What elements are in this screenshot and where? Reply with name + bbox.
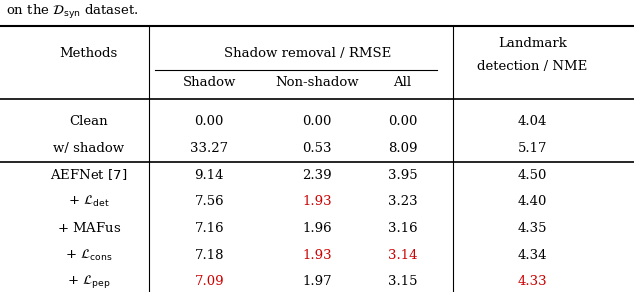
Text: 4.35: 4.35	[518, 222, 547, 235]
Text: 9.14: 9.14	[195, 168, 224, 182]
Text: 3.23: 3.23	[388, 195, 417, 208]
Text: 0.00: 0.00	[195, 115, 224, 128]
Text: 5.17: 5.17	[518, 142, 547, 155]
Text: 3.15: 3.15	[388, 275, 417, 288]
Text: 1.93: 1.93	[302, 248, 332, 262]
Text: Shadow removal / RMSE: Shadow removal / RMSE	[224, 47, 391, 60]
Text: 4.04: 4.04	[518, 115, 547, 128]
Text: 7.09: 7.09	[195, 275, 224, 288]
Text: $+$ MAFus: $+$ MAFus	[56, 221, 121, 235]
Text: 0.53: 0.53	[302, 142, 332, 155]
Text: 0.00: 0.00	[388, 115, 417, 128]
Text: Methods: Methods	[60, 47, 118, 60]
Text: 8.09: 8.09	[388, 142, 417, 155]
Text: Landmark: Landmark	[498, 37, 567, 50]
Text: 33.27: 33.27	[190, 142, 228, 155]
Text: on the $\mathcal{D}_{\mathrm{syn}}$ dataset.: on the $\mathcal{D}_{\mathrm{syn}}$ data…	[6, 3, 139, 21]
Text: 4.33: 4.33	[518, 275, 547, 288]
Text: 3.95: 3.95	[388, 168, 417, 182]
Text: AEFNet $[7]$: AEFNet $[7]$	[50, 168, 127, 182]
Text: 7.56: 7.56	[195, 195, 224, 208]
Text: 0.00: 0.00	[302, 115, 332, 128]
Text: 3.16: 3.16	[388, 222, 417, 235]
Text: 4.40: 4.40	[518, 195, 547, 208]
Text: Clean: Clean	[70, 115, 108, 128]
Text: 4.50: 4.50	[518, 168, 547, 182]
Text: 1.97: 1.97	[302, 275, 332, 288]
Text: 3.14: 3.14	[388, 248, 417, 262]
Text: All: All	[394, 76, 411, 89]
Text: 7.16: 7.16	[195, 222, 224, 235]
Text: detection / NME: detection / NME	[477, 60, 588, 73]
Text: $+\ \mathcal{L}_{\mathrm{det}}$: $+\ \mathcal{L}_{\mathrm{det}}$	[68, 194, 110, 209]
Text: $+\ \mathcal{L}_{\mathrm{pep}}$: $+\ \mathcal{L}_{\mathrm{pep}}$	[67, 273, 110, 290]
Text: 2.39: 2.39	[302, 168, 332, 182]
Text: w/ shadow: w/ shadow	[53, 142, 124, 155]
Text: $+\ \mathcal{L}_{\mathrm{cons}}$: $+\ \mathcal{L}_{\mathrm{cons}}$	[65, 248, 113, 263]
Text: 1.96: 1.96	[302, 222, 332, 235]
Text: Shadow: Shadow	[183, 76, 236, 89]
Text: 4.34: 4.34	[518, 248, 547, 262]
Text: Non-shadow: Non-shadow	[275, 76, 359, 89]
Text: 1.93: 1.93	[302, 195, 332, 208]
Text: 7.18: 7.18	[195, 248, 224, 262]
